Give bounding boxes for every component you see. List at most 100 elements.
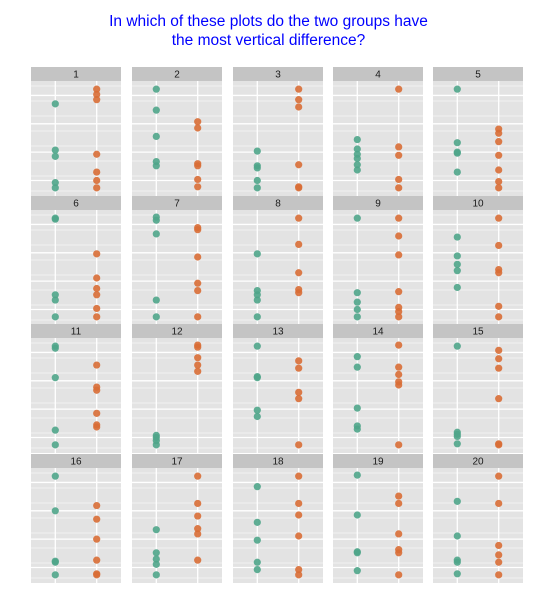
panel-background (31, 81, 121, 196)
point-group-b (194, 556, 202, 564)
point-group-b (194, 287, 202, 295)
point-group-b (495, 571, 503, 579)
point-group-a (51, 558, 59, 566)
point-group-a (353, 145, 361, 153)
point-group-a (253, 164, 261, 172)
panel-label: 16 (70, 457, 82, 468)
point-group-b (395, 381, 403, 389)
panel-background (433, 81, 523, 196)
point-group-b (194, 279, 202, 287)
point-group-a (253, 342, 261, 350)
panel-label: 11 (71, 327, 82, 338)
point-group-b (395, 313, 403, 321)
point-group-a (51, 184, 59, 192)
panel-strip (433, 454, 523, 468)
point-group-a (51, 215, 59, 223)
panel-strip (233, 324, 323, 338)
point-group-a (453, 440, 461, 448)
point-group-b (93, 168, 101, 176)
point-group-b (194, 512, 202, 520)
point-group-a (453, 168, 461, 176)
point-group-b (194, 367, 202, 375)
point-group-a (152, 162, 160, 170)
point-group-a (51, 374, 59, 382)
panel-13: 13 (233, 324, 323, 453)
point-group-b (93, 184, 101, 192)
chart-title-line-1: In which of these plots do the two group… (109, 13, 428, 30)
point-group-a (353, 298, 361, 306)
point-group-b (395, 499, 403, 508)
point-group-a (253, 483, 261, 491)
point-group-a (453, 342, 461, 350)
panel-background (433, 210, 523, 325)
point-group-b (495, 472, 503, 480)
point-group-b (495, 129, 503, 137)
panel-background (132, 210, 222, 325)
panel-background (233, 468, 323, 583)
point-group-a (51, 296, 59, 304)
point-group-a (152, 230, 160, 238)
point-group-b (93, 571, 101, 579)
point-group-a (253, 184, 261, 192)
point-group-b (93, 85, 101, 93)
point-group-b (93, 535, 101, 543)
panel-20: 20 (433, 454, 523, 583)
panel-3: 3 (233, 67, 323, 196)
panel-5: 5 (433, 67, 523, 196)
panel-label: 1 (73, 70, 79, 81)
panel-label: 18 (272, 457, 284, 468)
panel-background (233, 210, 323, 325)
panel-strip (333, 196, 423, 210)
point-group-b (395, 492, 403, 500)
panel-background (31, 210, 121, 325)
point-group-a (353, 313, 361, 321)
point-group-b (295, 532, 303, 540)
panel-1: 1 (31, 67, 121, 196)
panel-label: 12 (171, 327, 183, 338)
point-group-b (395, 288, 403, 296)
point-group-a (453, 558, 461, 566)
point-group-a (453, 85, 461, 93)
point-group-b (495, 346, 503, 354)
point-group-b (194, 124, 202, 132)
point-group-b (194, 343, 202, 351)
panel-strip (31, 67, 121, 81)
panel-background (31, 338, 121, 453)
point-group-b (395, 571, 403, 579)
point-group-a (51, 313, 59, 321)
point-group-b (395, 184, 403, 192)
panel-background (433, 468, 523, 583)
panel-18: 18 (233, 454, 323, 583)
point-group-b (495, 241, 503, 250)
point-group-a (253, 518, 261, 526)
point-group-a (51, 441, 59, 449)
point-group-b (495, 151, 503, 159)
point-group-b (93, 250, 101, 258)
point-group-b (93, 409, 101, 417)
point-group-a (51, 100, 59, 108)
point-group-a (253, 176, 261, 185)
panel-label: 14 (372, 327, 384, 338)
panel-16: 16 (31, 454, 121, 583)
point-group-b (395, 441, 403, 449)
panel-10: 10 (433, 196, 523, 325)
point-group-a (353, 305, 361, 314)
point-group-a (253, 536, 261, 544)
point-group-b (495, 355, 503, 363)
panel-2: 2 (132, 67, 222, 196)
point-group-b (194, 253, 202, 261)
point-group-a (353, 154, 361, 163)
panel-4: 4 (333, 67, 423, 196)
panel-strip (433, 324, 523, 338)
chart-title: In which of these plots do the two group… (0, 12, 537, 50)
point-group-a (453, 149, 461, 157)
point-group-b (395, 363, 403, 371)
point-group-a (51, 146, 59, 154)
point-group-a (353, 471, 361, 479)
panel-background (333, 338, 423, 453)
panel-15: 15 (433, 324, 523, 453)
panel-label: 7 (174, 199, 180, 210)
point-group-b (93, 556, 101, 564)
point-group-b (395, 308, 403, 316)
point-group-b (395, 151, 403, 159)
